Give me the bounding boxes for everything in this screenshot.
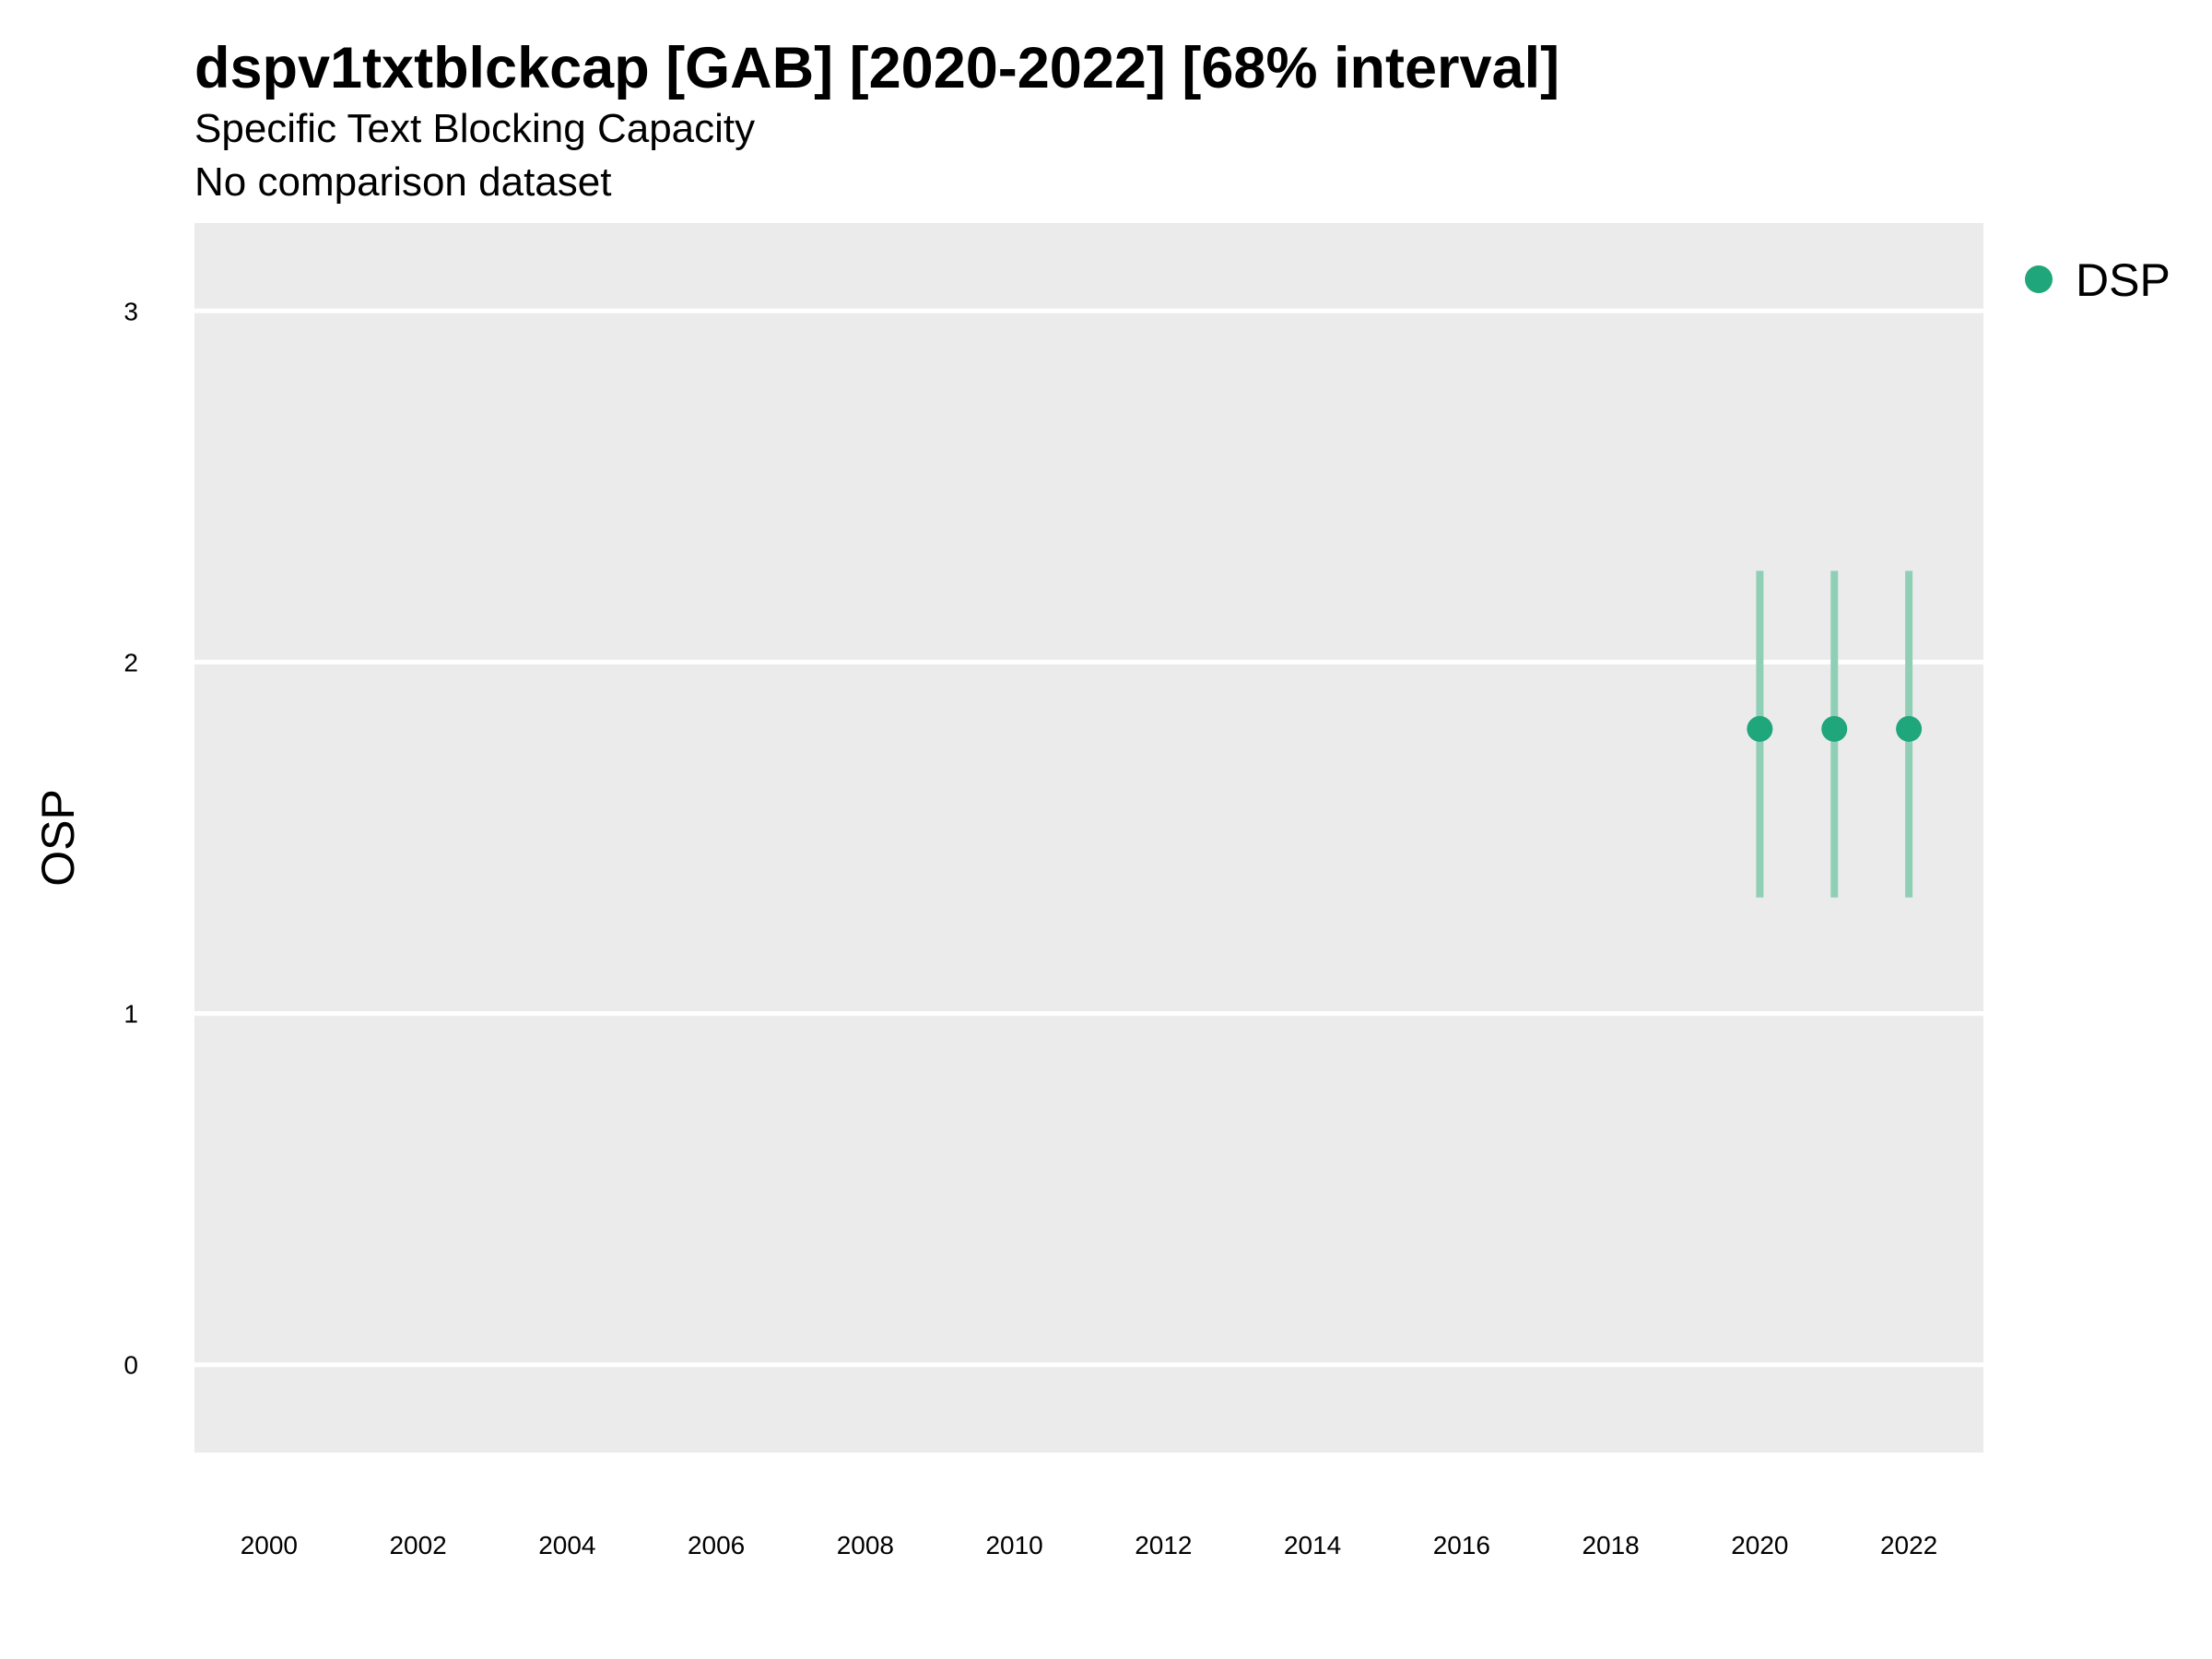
comparison-note: No comparison dataset <box>194 159 612 205</box>
plot-panel <box>194 223 1983 1453</box>
data-point <box>1747 715 1773 742</box>
chart-title: dspv1txtblckcap [GAB] [2020-2022] [68% i… <box>194 36 1560 100</box>
data-point <box>1821 715 1848 742</box>
y-tick-label: 2 <box>124 648 138 677</box>
chart-subtitle: Specific Text Blocking Capacity <box>194 106 756 151</box>
x-tick-label: 2020 <box>1731 1531 1788 1559</box>
x-tick-label: 2008 <box>837 1531 894 1559</box>
legend-key-dsp <box>2025 265 2053 293</box>
y-axis-tick-labels: 0 1 2 3 <box>124 297 138 1379</box>
y-tick-label: 3 <box>124 297 138 325</box>
y-tick-label: 1 <box>124 1000 138 1029</box>
x-tick-label: 2016 <box>1433 1531 1490 1559</box>
x-tick-label: 2018 <box>1582 1531 1639 1559</box>
x-tick-label: 2014 <box>1284 1531 1341 1559</box>
x-axis-tick-labels: 2000 2002 2004 2006 2008 2010 2012 2014 2016 2018… <box>241 1531 1938 1559</box>
data-point <box>1896 715 1923 742</box>
x-tick-label: 2006 <box>688 1531 745 1559</box>
x-tick-label: 2000 <box>241 1531 298 1559</box>
x-tick-label: 2004 <box>538 1531 595 1559</box>
gridlines <box>194 308 1983 1368</box>
x-tick-label: 2010 <box>985 1531 1042 1559</box>
legend-label-dsp: DSP <box>2076 254 2171 306</box>
y-tick-label: 0 <box>124 1351 138 1380</box>
x-tick-label: 2022 <box>1880 1531 1937 1559</box>
legend: DSP <box>2025 254 2171 306</box>
y-axis-title: OSP <box>32 789 84 887</box>
x-tick-label: 2012 <box>1135 1531 1192 1559</box>
data-points <box>1747 715 1923 742</box>
x-tick-label: 2002 <box>389 1531 446 1559</box>
